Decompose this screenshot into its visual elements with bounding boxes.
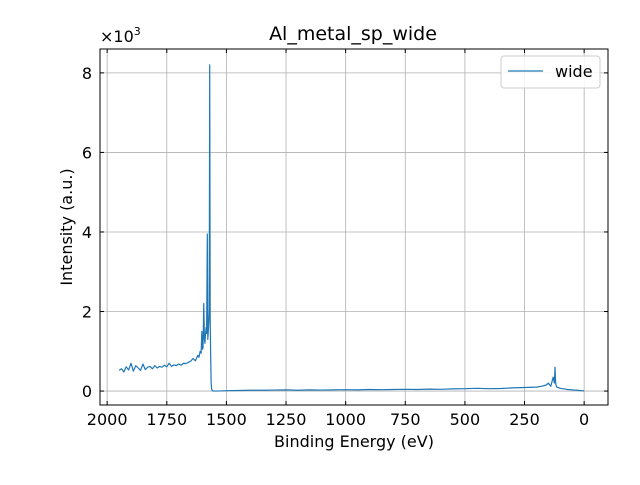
x-tick-label: 1500: [206, 410, 247, 429]
y-scale-base: ×103: [100, 25, 141, 46]
x-tick-label: 1750: [146, 410, 187, 429]
legend-box: [500, 55, 601, 89]
legend: wide: [500, 55, 601, 89]
x-axis-label: Binding Energy (eV): [274, 432, 434, 451]
x-tick-label: 1250: [266, 410, 307, 429]
x-tick-label: 0: [579, 410, 589, 429]
chart-title: Al_metal_sp_wide: [269, 23, 437, 45]
x-tick-label: 500: [450, 410, 481, 429]
x-tick-label: 1000: [325, 410, 366, 429]
y-scale-multiplier: ×103: [100, 25, 141, 46]
y-axis-label: Intensity (a.u.): [57, 168, 76, 285]
y-tick-label: 4: [82, 223, 92, 242]
series-line-wide: [118, 64, 585, 392]
plot-frame: [99, 48, 609, 406]
y-tick-label: 8: [82, 64, 92, 83]
x-tick-label: 750: [390, 410, 421, 429]
x-tick-label: 2000: [87, 410, 128, 429]
grid-lines: [100, 49, 608, 405]
y-scale-exponent: 3: [134, 25, 141, 38]
legend-label-wide: wide: [555, 62, 593, 81]
y-tick-label: 6: [82, 143, 92, 162]
y-tick-label: 2: [82, 303, 92, 322]
x-tick-label: 250: [509, 410, 540, 429]
axis-ticks: 2000 1750 1500 1250 1000 750 500 250 0 0 2 4 6 8: [82, 49, 608, 429]
y-tick-label: 0: [82, 382, 92, 401]
series-lines: [118, 64, 585, 392]
